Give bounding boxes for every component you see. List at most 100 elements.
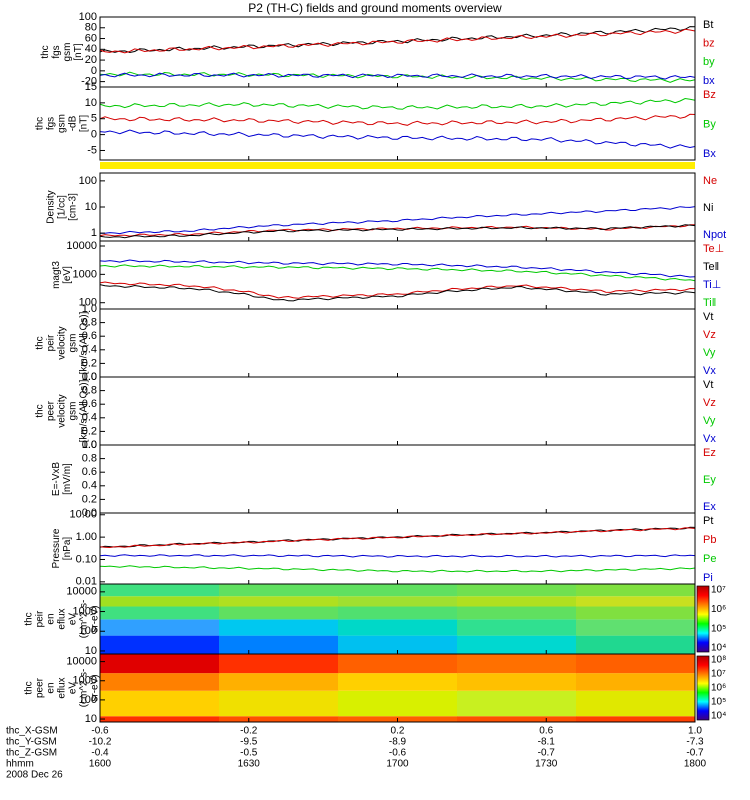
- y-axis-label: sr-eV): [90, 605, 101, 632]
- y-tick-label: 100: [79, 694, 97, 706]
- status-bar: [100, 162, 695, 169]
- legend-Bz: Bz: [703, 89, 716, 101]
- y-tick-label: 5: [91, 113, 97, 125]
- spectrogram-cell: [100, 606, 220, 620]
- series-line-bx: [99, 72, 696, 80]
- y-axis-label: [nT]: [79, 115, 90, 132]
- y-tick-label: 10: [85, 201, 97, 213]
- spectrogram-cell: [457, 673, 577, 691]
- x-axis-value: -8.1: [538, 737, 556, 748]
- y-axis-label: (cm^2-s-: [79, 669, 90, 708]
- x-axis-value: 0.2: [391, 726, 405, 737]
- spectrogram-cell: [219, 584, 339, 597]
- legend-Vt: Vt: [703, 379, 713, 391]
- spectrogram-cell: [457, 619, 577, 636]
- y-axis-label: [nPa]: [62, 537, 73, 561]
- spectrogram-cell: [338, 635, 458, 654]
- date-label: 2008 Dec 26: [6, 770, 63, 781]
- spectrogram-cell: [100, 654, 220, 674]
- legend-Te⊥: Te⊥: [703, 243, 724, 255]
- spectrogram-cell: [576, 716, 696, 722]
- series-line-Bt: [99, 26, 696, 54]
- panel-frame: [99, 172, 696, 242]
- spectrogram-cell: [219, 690, 339, 717]
- y-tick-label: 20: [85, 54, 97, 66]
- spectrogram-cell: [219, 654, 339, 674]
- legend-Vy: Vy: [703, 415, 716, 427]
- y-tick-label: 0.0: [82, 439, 97, 451]
- y-tick-label: -20: [81, 76, 97, 88]
- spectrogram-cell: [100, 716, 220, 722]
- legend-Vx: Vx: [703, 433, 716, 445]
- spectrogram-cell: [338, 690, 458, 717]
- series-line-Pe: [99, 565, 696, 573]
- legend-Vx: Vx: [703, 365, 716, 377]
- y-axis-label: gsm: [62, 43, 73, 62]
- y-tick-label: 0.6: [82, 398, 97, 410]
- legend-Vy: Vy: [703, 347, 716, 359]
- legend-By: By: [703, 118, 716, 130]
- y-tick-label: 0.4: [82, 412, 97, 424]
- y-axis-label: gsm: [57, 114, 68, 133]
- y-axis-label: en: [46, 682, 57, 693]
- legend-Bt: Bt: [703, 19, 713, 31]
- colorbar-tick-label: 10⁶: [711, 604, 726, 615]
- spectrogram-cell: [100, 619, 220, 636]
- series-line-Pb: [99, 527, 696, 549]
- spectrogram-cell: [100, 596, 220, 607]
- y-tick-label: 0.10: [76, 553, 97, 565]
- y-axis-label: peer: [46, 400, 57, 421]
- panel-peir-spec: 10⁷ 10⁶ 10⁵ 10⁴ 10000 1000 100 10 thc peir en eflux…: [24, 583, 726, 657]
- spectrogram-cell: [576, 584, 696, 597]
- spectrogram-cell: [338, 654, 458, 674]
- y-axis-label: eV: [68, 682, 79, 695]
- colorbar-tick-label: 10⁷: [711, 669, 726, 680]
- y-tick-label: 0.0: [82, 507, 97, 519]
- y-tick-label: 60: [85, 32, 97, 44]
- spectrogram-cell: [100, 690, 220, 717]
- y-tick-label: 1.0: [82, 371, 97, 383]
- y-tick-label: 0.6: [82, 330, 97, 342]
- x-axis-row-name: thc_X-GSM: [6, 726, 58, 737]
- spectrogram-cell: [338, 584, 458, 597]
- panel-frame: [99, 308, 696, 378]
- series-line-By: [99, 97, 696, 110]
- legend-Pb: Pb: [703, 534, 716, 546]
- legend-Ez: Ez: [703, 447, 716, 459]
- y-axis-label: eV: [68, 613, 79, 626]
- x-axis-value: -0.6: [91, 726, 109, 737]
- y-axis-label: [mV/m]: [62, 463, 73, 495]
- spectrogram-cell: [457, 716, 577, 722]
- y-axis-label: eflux: [57, 677, 68, 698]
- y-axis-label: velocity: [57, 394, 68, 427]
- y-tick-label: 10.00: [69, 509, 97, 521]
- legend-Ex: Ex: [703, 501, 716, 513]
- y-tick-label: 10000: [66, 656, 97, 668]
- y-axis-label: thc: [35, 336, 46, 349]
- spectrogram-cell: [100, 635, 220, 654]
- panel-frame: [99, 86, 696, 161]
- y-tick-label: 0.8: [82, 385, 97, 397]
- y-axis-label: velocity: [57, 326, 68, 359]
- colorbar-tick-label: 10⁴: [711, 711, 726, 722]
- y-axis-label: [km/s (All Qs)]: [79, 311, 90, 374]
- y-tick-label: 1: [91, 227, 97, 239]
- y-axis-label: [km/s (All Qs)]: [79, 379, 90, 442]
- y-axis-label: (cm^2-s-: [79, 600, 90, 639]
- spectrogram-cell: [219, 619, 339, 636]
- series-line-Te⊥: [99, 281, 696, 299]
- x-axis-value: -0.7: [686, 748, 704, 759]
- y-axis-label: gsm: [68, 334, 79, 353]
- y-tick-label: 0.8: [82, 317, 97, 329]
- legend-Ti‖: Ti‖: [703, 297, 716, 309]
- x-axis-value: -0.5: [240, 748, 258, 759]
- y-tick-label: 0.8: [82, 453, 97, 465]
- panel-peer-spec: 10⁸ 10⁷ 10⁶ 10⁵ 10⁴ 10000 1000 100 10 thc peer en ef…: [24, 653, 726, 725]
- legend-Ti⊥: Ti⊥: [703, 279, 721, 291]
- x-axis-value: -0.7: [538, 748, 556, 759]
- y-tick-label: 10: [85, 713, 97, 725]
- y-tick-label: 10000: [66, 586, 97, 598]
- figure-title: P2 (TH-C) fields and ground moments over…: [248, 1, 502, 15]
